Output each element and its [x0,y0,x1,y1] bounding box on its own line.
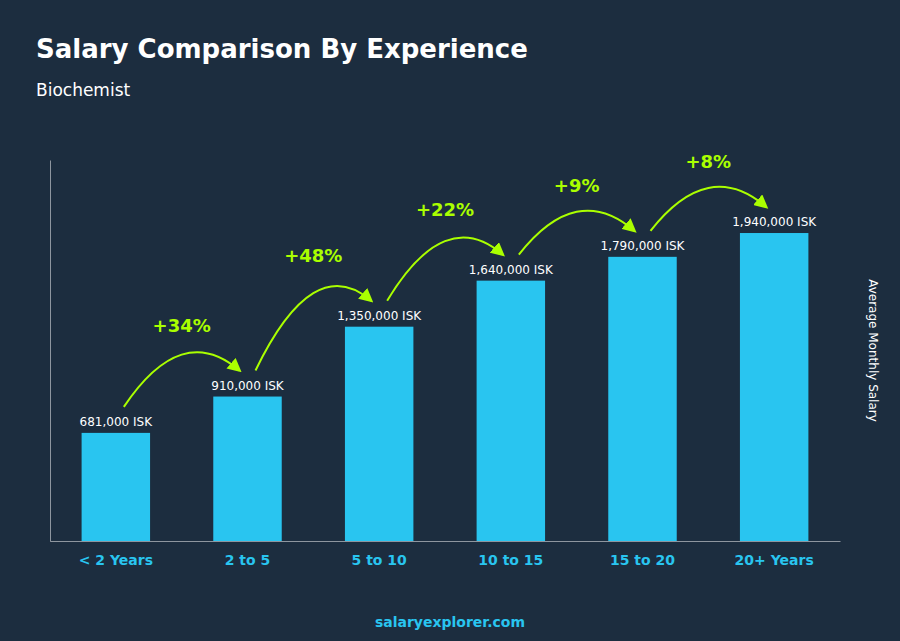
x-tick: 15 to 20 [610,552,675,568]
x-axis: < 2 Years 2 to 5 5 to 10 10 to 15 15 to 20 20… [51,542,841,568]
title: Salary Comparison By Experience [36,34,528,64]
x-tick-label: 5 to 10 [352,552,408,568]
growth-arrow [519,211,635,255]
bar [608,257,676,541]
bars [82,233,809,541]
x-tick-label: 20+ Years [735,552,814,568]
growth-label: +8% [686,151,732,172]
y-axis [50,161,51,542]
growth-label: +9% [554,175,600,196]
bar [82,433,150,541]
x-tick-label: 2 to 5 [225,552,271,568]
chart: Salary Comparison By Experience Biochemis… [0,0,900,641]
source: salaryexplorer.com [375,614,525,630]
x-tick: 20+ Years [735,552,814,568]
annotations: +34% +48% +22% +9% +8% [124,151,766,407]
background [0,0,900,641]
bar [213,397,281,541]
growth-label: +22% [416,199,474,220]
y-axis-title: Average Monthly Salary [866,279,880,422]
data-label: 1,350,000 ISK [337,309,422,323]
y-axis-line [50,161,51,542]
growth-arrow [124,352,240,407]
growth-arrow [256,286,372,371]
x-tick: 5 to 10 [352,552,408,568]
growth-label: +48% [284,245,342,266]
bar [345,327,413,541]
x-tick: < 2 Years [79,552,153,568]
bar [740,233,808,541]
data-label: 1,940,000 ISK [732,215,817,229]
growth-arrow [651,187,767,231]
x-tick-label: 10 to 15 [478,552,543,568]
x-tick-label: < 2 Years [79,552,153,568]
x-tick: 2 to 5 [225,552,271,568]
subtitle: Biochemist [36,80,131,100]
data-label: 1,640,000 ISK [469,263,554,277]
data-label: 910,000 ISK [211,379,285,393]
x-axis-line [51,541,841,542]
x-tick: 10 to 15 [478,552,543,568]
data-label: 1,790,000 ISK [601,239,686,253]
growth-label: +34% [153,315,211,336]
data-labels: 681,000 ISK 910,000 ISK 1,350,000 ISK 1,640… [80,215,818,429]
x-tick-label: 15 to 20 [610,552,675,568]
data-label: 681,000 ISK [80,415,154,429]
bar [477,281,545,541]
growth-arrow [387,238,503,301]
